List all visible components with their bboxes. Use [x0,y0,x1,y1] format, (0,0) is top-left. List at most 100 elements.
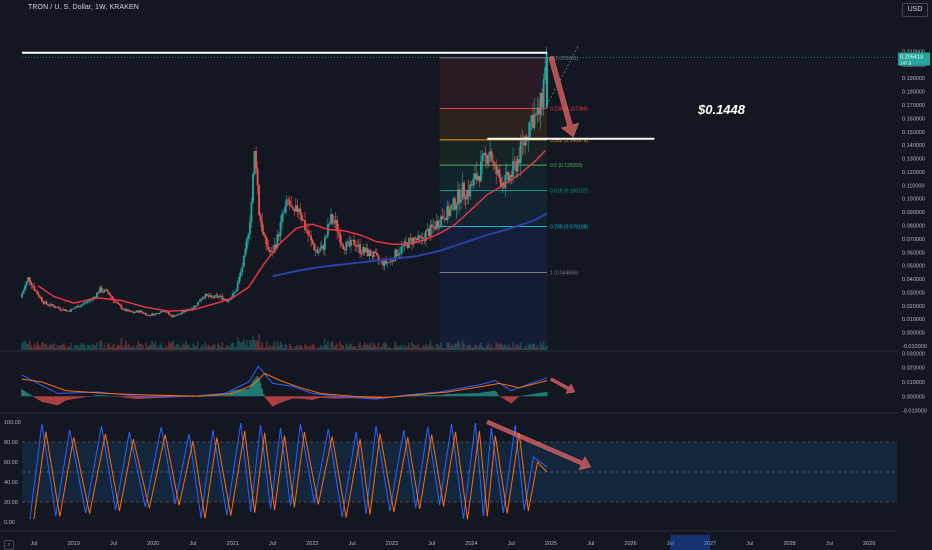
candle-body [345,241,348,251]
volume-bar [376,347,378,350]
volume-bar [200,346,202,350]
candle-body [155,313,158,314]
candle-body [402,246,404,247]
volume-bar [288,343,291,350]
volume-bar [406,346,409,350]
candle-body [317,251,320,254]
volume-bar [91,343,94,350]
macd-histogram-bar [469,393,472,397]
macd-histogram-bar [21,389,23,397]
volume-bar [42,342,45,350]
macd-histogram-bar [432,395,435,397]
volume-bar [408,342,410,350]
volume-bar [247,346,250,350]
volume-bar [452,346,455,350]
candle-body [47,304,49,306]
candle-body [411,238,413,245]
macd-histogram-bar [163,396,166,398]
stoch-tick-label: 0.00 [4,520,15,526]
candle-body [337,231,340,233]
macd-histogram-bar [31,396,34,397]
currency-button[interactable]: USD [902,3,928,17]
candle-body [532,115,534,128]
volume-bar [337,348,340,350]
candle-body [357,244,360,247]
candle-body [245,238,248,249]
volume-bar [38,344,40,350]
volume-bar [385,343,387,350]
volume-bar [70,343,72,350]
candle-body [325,235,328,238]
volume-bar [79,345,81,350]
candle-body [311,240,314,245]
macd-histogram-bar [53,396,55,405]
candle-body [395,249,398,256]
macd-histogram-bar [470,393,473,397]
candle-body [53,305,56,308]
macd-histogram-bar [322,396,325,398]
time-tick-label: Jul [349,541,356,547]
candle-body [510,174,513,178]
candle-body [96,292,98,298]
candle-body [342,244,345,250]
volume-bar [299,344,302,350]
macd-histogram-bar [446,394,449,397]
candle-body [528,121,531,138]
macd-histogram-bar [282,396,285,402]
volume-bar [213,344,216,350]
candle-body [313,244,316,251]
macd-histogram-bar [241,389,244,397]
stoch-rsi-pane [22,422,897,520]
candle-body [434,226,436,230]
volume-bar [73,346,75,350]
macd-histogram-bar [148,396,150,399]
candle-body [235,290,238,293]
volume-bar [215,348,218,350]
time-axis[interactable]: Jul 2019 Jul 2020 Jul 2021 Jul 2022 Jul 2023 Jul 20… [30,535,875,550]
macd-histogram-bar [120,396,123,398]
price-tick-label: 0.160000 [902,116,925,122]
macd-histogram-bar [455,393,458,397]
candle-body [244,248,247,256]
fib-label: 0.382 (0.143979) [550,138,588,144]
macd-histogram-bar [255,377,257,397]
candle-body [60,309,63,311]
candle-body [369,250,372,256]
macd-histogram-bar [224,394,227,397]
macd-histogram-bar [466,393,468,397]
volume-bar [103,345,106,350]
candle-body [428,229,430,237]
candle-body [382,259,384,266]
macd-histogram-bar [279,396,282,403]
volume-bar [373,342,375,350]
chart-title: TRON / U. S. Dollar, 1W, KRAKEN [28,4,139,11]
price-tick-label: 0.120000 [902,170,925,176]
volume-bar [330,341,332,350]
volume-bar [161,347,164,350]
volume-bar [243,338,245,350]
macd-histogram-bar [293,396,296,399]
stoch-tick-label: 20.00 [4,500,18,506]
price-axis[interactable]: 0.210000 0.200000 0.190000 0.180000 0.170000… [4,0,932,550]
macd-histogram-bar [447,393,450,397]
macd-histogram-bar [259,383,262,397]
candle-body [256,168,259,186]
candle-body [120,305,123,309]
candle-body [385,259,387,264]
candle-body [177,313,179,316]
candle-body [544,67,547,80]
candle-body [493,162,496,165]
timezone-icon[interactable]: ⌕ [4,540,14,550]
candle-body [166,312,169,313]
macd-histogram-bar [313,396,315,400]
macd-histogram-bar [536,393,539,397]
annotation-arrows[interactable] [486,55,592,471]
volume-bar [122,347,124,350]
candle-body [51,304,54,306]
price-tick-label: 0.180000 [902,90,925,96]
horizontal-levels[interactable] [22,51,897,140]
candle-body [314,249,317,251]
price-annotation[interactable]: $0.1448 [698,102,745,117]
macd-histogram-bar [269,396,271,404]
